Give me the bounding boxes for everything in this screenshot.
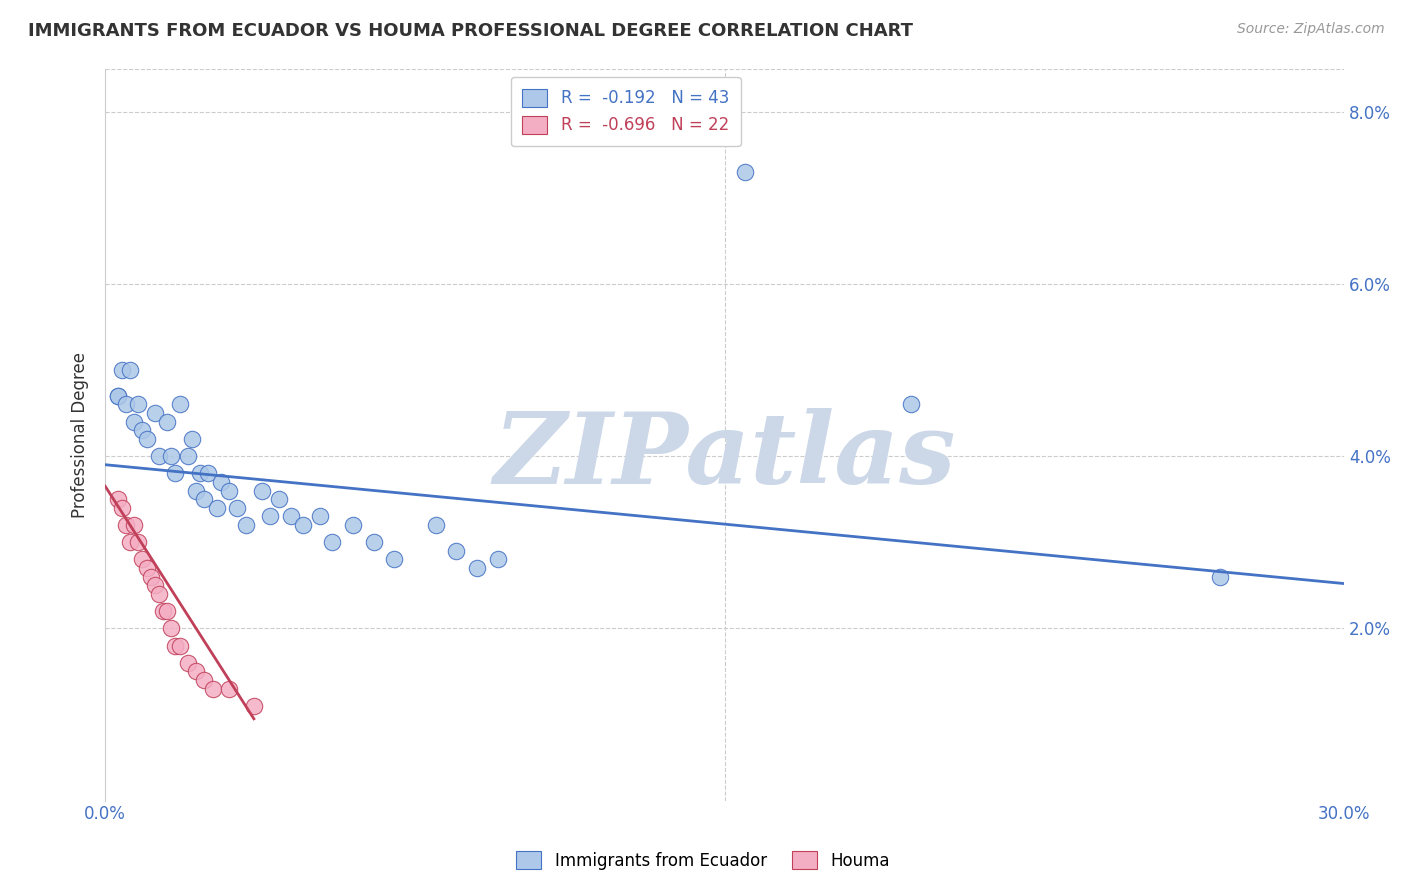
Point [165, 467, 187, 481]
Point [139, 570, 162, 584]
Text: Source: ZipAtlas.com: Source: ZipAtlas.com [1237, 22, 1385, 37]
Point [425, 518, 447, 533]
Point [444, 544, 467, 558]
Point [250, 483, 273, 498]
Point [169, 639, 191, 653]
Point [226, 500, 249, 515]
Legend: R =  -0.192   N = 43, R =  -0.696   N = 22: R = -0.192 N = 43, R = -0.696 N = 22 [510, 77, 741, 146]
Point [148, 587, 170, 601]
Point [165, 639, 187, 653]
Point [235, 518, 257, 533]
Point [734, 165, 756, 179]
Point [152, 604, 174, 618]
Point [1209, 570, 1232, 584]
Point [197, 467, 219, 481]
Point [280, 509, 302, 524]
Point [188, 467, 211, 481]
Point [465, 561, 488, 575]
Point [900, 397, 922, 411]
Legend: Immigrants from Ecuador, Houma: Immigrants from Ecuador, Houma [510, 845, 896, 877]
Point [193, 673, 215, 687]
Point [205, 500, 228, 515]
Point [143, 406, 166, 420]
Point [193, 492, 215, 507]
Point [486, 552, 509, 566]
Point [177, 656, 200, 670]
Point [184, 483, 207, 498]
Point [209, 475, 232, 489]
Point [107, 389, 129, 403]
Point [127, 397, 149, 411]
Point [122, 415, 145, 429]
Point [292, 518, 315, 533]
Point [201, 681, 224, 696]
Y-axis label: Professional Degree: Professional Degree [72, 351, 89, 517]
Point [160, 621, 183, 635]
Point [160, 449, 183, 463]
Point [107, 389, 129, 403]
Point [143, 578, 166, 592]
Point [363, 535, 385, 549]
Point [309, 509, 332, 524]
Point [177, 449, 200, 463]
Point [321, 535, 343, 549]
Point [156, 415, 179, 429]
Point [107, 492, 129, 507]
Point [382, 552, 405, 566]
Point [127, 535, 149, 549]
Text: ZIPatlas: ZIPatlas [494, 409, 956, 505]
Point [111, 500, 134, 515]
Text: IMMIGRANTS FROM ECUADOR VS HOUMA PROFESSIONAL DEGREE CORRELATION CHART: IMMIGRANTS FROM ECUADOR VS HOUMA PROFESS… [28, 22, 912, 40]
Point [118, 535, 141, 549]
Point [259, 509, 281, 524]
Point [169, 397, 191, 411]
Point [135, 432, 157, 446]
Point [135, 561, 157, 575]
Point [243, 698, 266, 713]
Point [181, 432, 204, 446]
Point [118, 363, 141, 377]
Point [342, 518, 364, 533]
Point [148, 449, 170, 463]
Point [218, 681, 240, 696]
Point [111, 363, 134, 377]
Point [115, 518, 138, 533]
Point [156, 604, 179, 618]
Point [131, 423, 153, 437]
Point [115, 397, 138, 411]
Point [218, 483, 240, 498]
Point [184, 665, 207, 679]
Point [267, 492, 290, 507]
Point [131, 552, 153, 566]
Point [122, 518, 145, 533]
